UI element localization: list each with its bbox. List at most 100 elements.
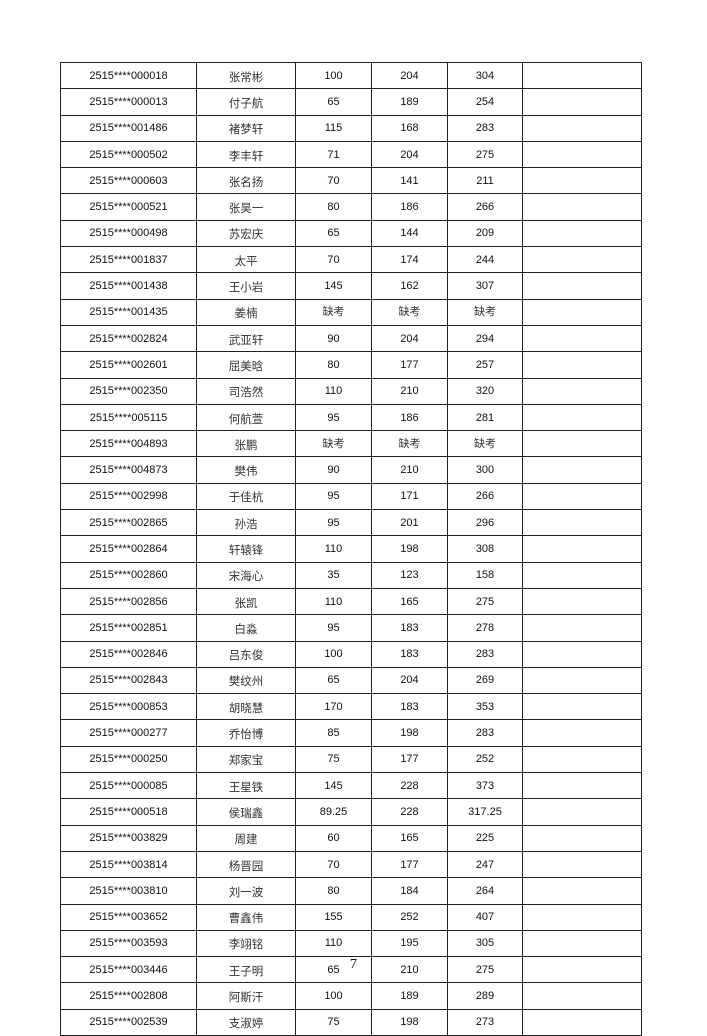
remark-cell xyxy=(522,430,642,458)
score-2-cell: 183 xyxy=(371,693,448,721)
table-row: 2515****002851 白淼 95 183 278 xyxy=(60,614,642,642)
candidate-name-cell: 宋海心 xyxy=(196,561,296,589)
total-score-cell: 244 xyxy=(447,246,523,274)
remark-cell xyxy=(522,666,642,695)
table-row: 2515****000018 张常彬 100 204 304 xyxy=(60,61,642,90)
score-2-cell: 189 xyxy=(371,982,448,1010)
candidate-id-cell: 2515****000250 xyxy=(60,745,197,774)
candidate-name-cell: 李丰轩 xyxy=(196,140,296,169)
score-table: 2515****000018 张常彬 100 204 304 2515****000013… xyxy=(60,61,642,1036)
candidate-id-cell: 2515****003829 xyxy=(60,824,197,852)
score-2-cell: 204 xyxy=(371,61,448,90)
remark-cell xyxy=(522,351,642,379)
score-1-cell: 75 xyxy=(295,745,372,774)
table-row: 2515****004893 张鹏 缺考 缺考 缺考 xyxy=(60,430,642,458)
candidate-name-cell: 张鹏 xyxy=(196,430,296,458)
total-score-cell: 266 xyxy=(447,482,523,511)
candidate-id-cell: 2515****002864 xyxy=(60,535,197,563)
candidate-name-cell: 曹鑫伟 xyxy=(196,903,296,931)
candidate-name-cell: 张昊一 xyxy=(196,193,296,221)
table-row: 2515****000498 苏宏庆 65 144 209 xyxy=(60,219,642,248)
page-number: 7 xyxy=(350,957,357,972)
score-1-cell: 110 xyxy=(295,377,372,405)
remark-cell xyxy=(522,587,642,616)
score-1-cell: 100 xyxy=(295,982,372,1010)
total-score-cell: 266 xyxy=(447,193,523,221)
table-row: 2515****003446 王子明 65 210 275 xyxy=(60,956,642,984)
total-score-cell: 158 xyxy=(447,561,523,589)
total-score-cell: 283 xyxy=(447,719,523,747)
candidate-name-cell: 白淼 xyxy=(196,614,296,642)
remark-cell xyxy=(522,88,642,116)
total-score-cell: 209 xyxy=(447,219,523,248)
score-1-cell: 65 xyxy=(295,88,372,116)
table-row: 2515****002860 宋海心 35 123 158 xyxy=(60,561,642,589)
candidate-name-cell: 张凯 xyxy=(196,587,296,616)
score-1-cell: 70 xyxy=(295,246,372,274)
remark-cell xyxy=(522,850,642,879)
remark-cell xyxy=(522,140,642,169)
score-2-cell: 204 xyxy=(371,324,448,353)
total-score-cell: 289 xyxy=(447,982,523,1010)
candidate-name-cell: 郑家宝 xyxy=(196,745,296,774)
remark-cell xyxy=(522,982,642,1010)
candidate-name-cell: 胡晓慧 xyxy=(196,693,296,721)
score-2-cell: 177 xyxy=(371,850,448,879)
candidate-name-cell: 李翊铭 xyxy=(196,929,296,958)
score-2-cell: 177 xyxy=(371,745,448,774)
candidate-id-cell: 2515****003814 xyxy=(60,850,197,879)
candidate-id-cell: 2515****004893 xyxy=(60,430,197,458)
table-row: 2515****000013 付子航 65 189 254 xyxy=(60,88,642,116)
remark-cell xyxy=(522,114,642,142)
table-row: 2515****002998 于佳杭 95 171 266 xyxy=(60,482,642,511)
score-table-body: 2515****000018 张常彬 100 204 304 2515****000013… xyxy=(60,61,642,1036)
total-score-cell: 294 xyxy=(447,324,523,353)
score-1-cell: 95 xyxy=(295,614,372,642)
candidate-id-cell: 2515****000277 xyxy=(60,719,197,747)
table-row: 2515****000521 张昊一 80 186 266 xyxy=(60,193,642,221)
remark-cell xyxy=(522,798,642,826)
score-2-cell: 198 xyxy=(371,1008,448,1036)
total-score-cell: 281 xyxy=(447,403,523,432)
score-2-cell: 141 xyxy=(371,167,448,195)
candidate-name-cell: 付子航 xyxy=(196,88,296,116)
candidate-name-cell: 张名扬 xyxy=(196,167,296,195)
table-row: 2515****000853 胡晓慧 170 183 353 xyxy=(60,693,642,721)
score-2-cell: 184 xyxy=(371,877,448,905)
score-1-cell: 100 xyxy=(295,61,372,90)
score-2-cell: 204 xyxy=(371,666,448,695)
remark-cell xyxy=(522,903,642,931)
score-1-cell: 80 xyxy=(295,193,372,221)
candidate-name-cell: 周建 xyxy=(196,824,296,852)
remark-cell xyxy=(522,824,642,852)
score-2-cell: 缺考 xyxy=(371,430,448,458)
score-1-cell: 145 xyxy=(295,772,372,800)
candidate-id-cell: 2515****002808 xyxy=(60,982,197,1010)
remark-cell xyxy=(522,1008,642,1036)
candidate-name-cell: 武亚轩 xyxy=(196,324,296,353)
table-row: 2515****004873 樊伟 90 210 300 xyxy=(60,456,642,484)
candidate-id-cell: 2515****000521 xyxy=(60,193,197,221)
total-score-cell: 300 xyxy=(447,456,523,484)
candidate-id-cell: 2515****003652 xyxy=(60,903,197,931)
candidate-id-cell: 2515****000013 xyxy=(60,88,197,116)
total-score-cell: 275 xyxy=(447,140,523,169)
total-score-cell: 225 xyxy=(447,824,523,852)
candidate-id-cell: 2515****003810 xyxy=(60,877,197,905)
candidate-name-cell: 刘一波 xyxy=(196,877,296,905)
score-2-cell: 252 xyxy=(371,903,448,931)
table-row: 2515****002865 孙浩 95 201 296 xyxy=(60,509,642,537)
candidate-id-cell: 2515****002846 xyxy=(60,640,197,668)
score-2-cell: 210 xyxy=(371,956,448,984)
score-1-cell: 70 xyxy=(295,850,372,879)
candidate-id-cell: 2515****000498 xyxy=(60,219,197,248)
total-score-cell: 283 xyxy=(447,640,523,668)
score-2-cell: 210 xyxy=(371,377,448,405)
score-1-cell: 缺考 xyxy=(295,298,372,326)
score-1-cell: 71 xyxy=(295,140,372,169)
candidate-id-cell: 2515****002539 xyxy=(60,1008,197,1036)
remark-cell xyxy=(522,377,642,405)
remark-cell xyxy=(522,535,642,563)
score-1-cell: 100 xyxy=(295,640,372,668)
score-1-cell: 90 xyxy=(295,456,372,484)
